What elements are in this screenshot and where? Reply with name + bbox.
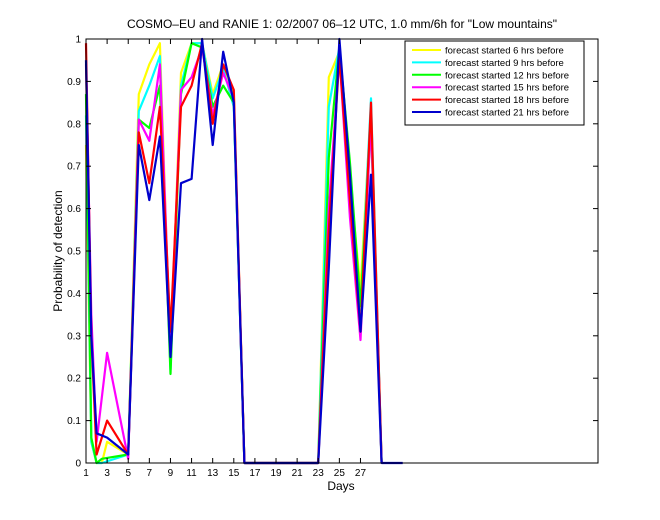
y-tick-label: 0 xyxy=(75,459,81,470)
legend-label: forecast started 15 hrs before xyxy=(445,83,569,94)
y-tick-label: 0.1 xyxy=(67,416,81,427)
y-tick-label: 0.5 xyxy=(67,247,81,258)
x-axis: 1 3 5 7 9 11 13 15 17 19 21 23 25 27 xyxy=(83,39,366,479)
x-tick-label: 23 xyxy=(313,468,325,479)
x-tick-label: 17 xyxy=(249,468,261,479)
x-tick-label: 11 xyxy=(186,468,197,479)
y-tick-label: 0.9 xyxy=(67,77,81,88)
legend-label: forecast started 18 hrs before xyxy=(445,95,569,106)
legend-label: forecast started 6 hrs before xyxy=(445,46,564,57)
chart-title: COSMO–EU and RANIE 1: 02/2007 06–12 UTC,… xyxy=(127,17,557,31)
y-axis: 0 0.1 0.2 0.3 0.4 0.5 0.6 0.7 0.8 0.9 1 xyxy=(67,35,598,470)
y-tick-label: 1 xyxy=(75,35,81,46)
y-tick-label: 0.6 xyxy=(67,204,81,215)
y-axis-label: Probability of detection xyxy=(51,190,65,311)
y-tick-label: 0.8 xyxy=(67,119,81,130)
x-tick-label: 21 xyxy=(292,468,304,479)
y-tick-label: 0.4 xyxy=(67,289,81,300)
x-tick-label: 3 xyxy=(104,468,110,479)
x-tick-label: 13 xyxy=(207,468,219,479)
x-tick-label: 19 xyxy=(270,468,282,479)
x-tick-label: 27 xyxy=(355,468,367,479)
legend-label: forecast started 21 hrs before xyxy=(445,108,569,119)
series-line-6 xyxy=(84,37,403,465)
x-tick-label: 5 xyxy=(125,468,131,479)
x-tick-label: 15 xyxy=(228,468,240,479)
y-tick-label: 0.3 xyxy=(67,331,81,342)
plot-lines xyxy=(84,37,403,465)
x-tick-label: 7 xyxy=(147,468,153,479)
legend-label: forecast started 12 hrs before xyxy=(445,70,569,81)
x-tick-label: 9 xyxy=(168,468,174,479)
x-axis-label: Days xyxy=(327,479,354,493)
legend-label: forecast started 9 hrs before xyxy=(445,58,564,69)
y-tick-label: 0.7 xyxy=(67,162,81,173)
x-tick-label: 1 xyxy=(83,468,89,479)
x-tick-label: 25 xyxy=(334,468,346,479)
y-tick-label: 0.2 xyxy=(67,374,81,385)
